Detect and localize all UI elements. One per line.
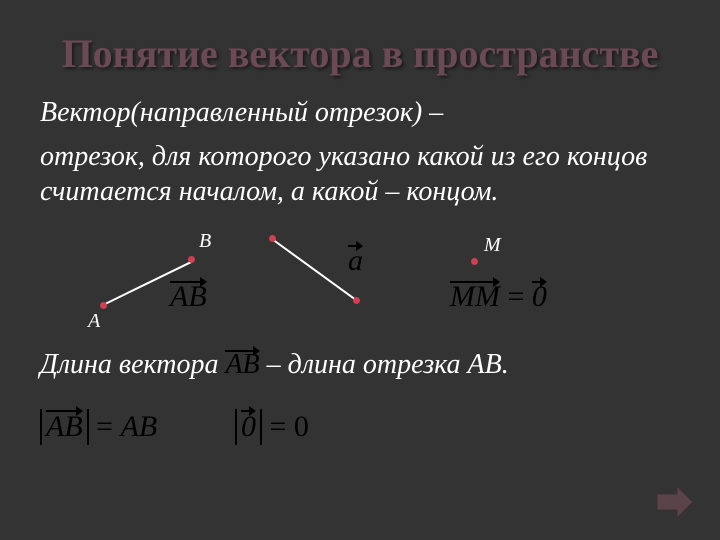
eq2-eq: =: [270, 410, 294, 443]
point-m-dot: [471, 258, 478, 265]
equation-ab-length: AB = AB: [40, 409, 157, 445]
formula-mm-eq: =: [507, 280, 524, 313]
formula-mm-eq-zero: MM = 0: [450, 280, 547, 314]
formula-vector-ab: AB: [170, 280, 207, 314]
eq1-eq: =: [96, 410, 120, 443]
length-prefix: Длина вектора: [40, 349, 218, 380]
eq1-rhs: AB: [121, 410, 158, 443]
equation-zero-length: 0 = 0: [235, 409, 309, 445]
point-a-dot: [100, 302, 107, 309]
equations-row: AB = AB 0 = 0: [40, 409, 680, 469]
point-b-dot: [188, 256, 195, 263]
label-m: M: [484, 234, 501, 257]
eq2-rhs: 0: [294, 410, 309, 443]
segment-a: [271, 238, 357, 301]
definition-term: Вектор(направленный отрезок) –: [40, 97, 680, 129]
label-vector-a: a: [348, 244, 363, 278]
definition-body: отрезок, для которого указано какой из е…: [40, 139, 680, 209]
vector-diagram: A B a M AB MM = 0: [40, 224, 680, 334]
arrow-right-icon: [655, 482, 695, 522]
label-b: B: [199, 230, 211, 253]
segment-a-end-dot: [353, 297, 360, 304]
slide-title: Понятие вектора в пространстве: [40, 30, 680, 77]
segment-a-start-dot: [269, 235, 276, 242]
label-a: A: [88, 310, 100, 333]
next-slide-button[interactable]: [655, 482, 695, 522]
slide: Понятие вектора в пространстве Вектор(на…: [0, 0, 720, 540]
length-vector: AB: [225, 349, 266, 380]
length-definition: Длина вектора AB – длина отрезка AB.: [40, 349, 680, 381]
length-suffix: – длина отрезка AB.: [267, 349, 509, 380]
